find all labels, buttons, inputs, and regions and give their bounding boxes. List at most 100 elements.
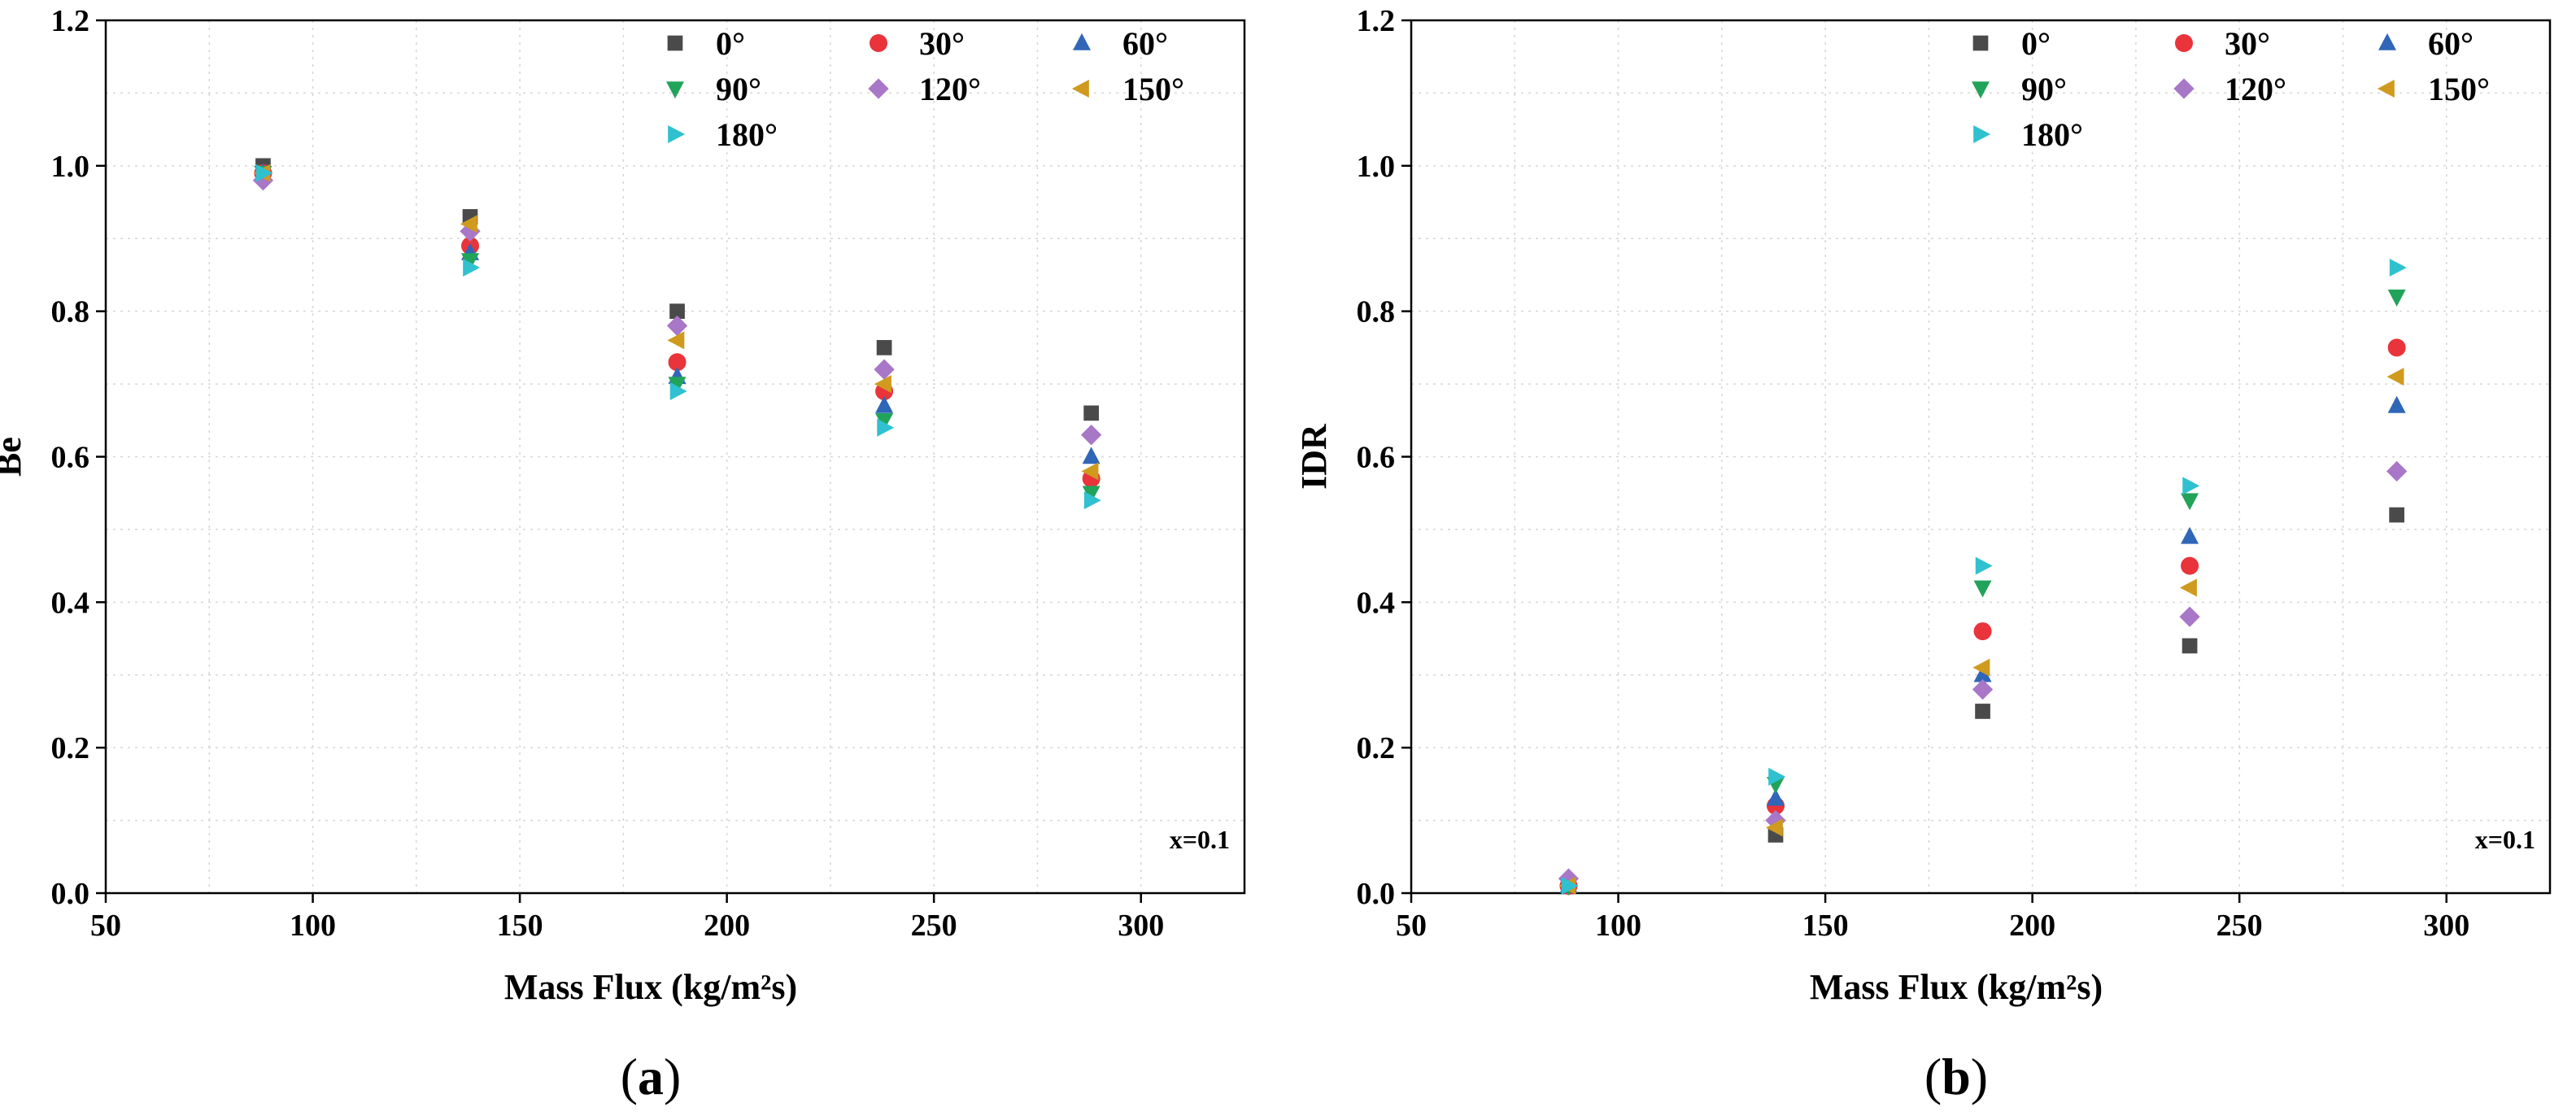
data-point-120deg bbox=[1080, 425, 1102, 446]
square-icon bbox=[667, 35, 683, 51]
legend-item-60deg: 60° bbox=[2378, 25, 2474, 62]
panel-letter: b bbox=[1942, 1048, 1971, 1105]
legend-label: 60° bbox=[1122, 25, 1168, 62]
legend-label: 60° bbox=[2428, 25, 2474, 62]
chart-panel-a: 50 100 150 200 250 300 0.0 0.2 0.4 0.6 0.8 1.0 1.2 Ma… bbox=[0, 4, 1246, 1007]
data-point-0deg bbox=[1083, 405, 1099, 421]
data-point-180deg bbox=[255, 163, 273, 182]
data-point-60deg bbox=[2181, 526, 2199, 544]
legend-item-0deg: 0° bbox=[667, 25, 745, 62]
data-point-150deg bbox=[1765, 818, 1783, 837]
legend-label: 150° bbox=[1122, 71, 1184, 107]
x-tick-label: 200 bbox=[2009, 909, 2055, 943]
x-axis-title: Mass Flux (kg/m²s) bbox=[504, 967, 797, 1007]
data-point-120deg bbox=[2179, 606, 2200, 627]
legend: 0° 30° 60° 90° 120° 150° 180° bbox=[1972, 25, 2490, 153]
x-tick-label: 50 bbox=[1396, 909, 1427, 943]
circle-icon bbox=[2175, 34, 2193, 52]
legend-label: 30° bbox=[2225, 25, 2270, 62]
legend-label: 0° bbox=[2021, 25, 2051, 62]
legend-item-180deg: 180° bbox=[1973, 116, 2083, 153]
data-point-120deg bbox=[1972, 678, 1994, 700]
legend-item-0deg: 0° bbox=[1972, 25, 2051, 62]
triangle-up-icon bbox=[1073, 33, 1091, 50]
data-point-90deg bbox=[668, 377, 686, 395]
data-point-150deg bbox=[874, 375, 891, 394]
triangle-right-icon bbox=[1973, 125, 1991, 143]
y-tick-label: 0.6 bbox=[51, 441, 90, 475]
data-point-120deg bbox=[666, 315, 688, 337]
legend-item-150deg: 150° bbox=[2377, 71, 2490, 107]
legend-item-60deg: 60° bbox=[1073, 25, 1168, 62]
legend-item-120deg: 120° bbox=[868, 71, 981, 107]
data-point-30deg bbox=[2387, 338, 2406, 357]
data-point-150deg bbox=[460, 215, 477, 233]
legend: 0° 30° 60° 90° 120° 150° 180° bbox=[666, 25, 1184, 153]
legend-item-180deg: 180° bbox=[668, 116, 778, 153]
data-point-150deg bbox=[2179, 578, 2197, 597]
legend-item-150deg: 150° bbox=[1071, 71, 1184, 107]
data-point-120deg bbox=[2386, 460, 2408, 482]
data-point-150deg bbox=[2386, 368, 2404, 386]
square-icon bbox=[1972, 35, 1989, 51]
y-axis-title: Be bbox=[0, 437, 28, 477]
data-point-90deg bbox=[461, 253, 479, 271]
y-tick-label: 0.2 bbox=[1357, 731, 1396, 765]
data-point-150deg bbox=[1972, 658, 1990, 677]
legend-item-120deg: 120° bbox=[2173, 71, 2286, 107]
data-point-60deg bbox=[875, 395, 894, 413]
y-tick-label: 0.4 bbox=[51, 586, 90, 620]
data-point-0deg bbox=[2389, 507, 2404, 523]
triangle-down-icon bbox=[1972, 81, 1990, 99]
y-tick-label: 1.2 bbox=[51, 4, 90, 38]
data-point-30deg bbox=[2181, 556, 2199, 575]
data-point-180deg bbox=[1083, 491, 1101, 510]
x-tick-label: 100 bbox=[290, 909, 336, 943]
annotation-label: x=0.1 bbox=[2475, 825, 2535, 854]
data-point-150deg bbox=[1081, 462, 1099, 481]
y-tick-label: 1.0 bbox=[51, 150, 90, 184]
data-point-60deg bbox=[2387, 395, 2406, 413]
series-90deg bbox=[1559, 289, 2406, 896]
data-point-90deg bbox=[2181, 493, 2199, 511]
y-tick-label: 0.6 bbox=[1357, 441, 1396, 475]
data-point-90deg bbox=[2387, 289, 2406, 307]
triangle-left-icon bbox=[1071, 80, 1089, 98]
data-point-180deg bbox=[1975, 556, 1993, 575]
diamond-icon bbox=[868, 78, 889, 99]
annotation-label: x=0.1 bbox=[1170, 825, 1230, 854]
panel-label: (b) bbox=[1924, 1048, 1988, 1105]
legend-label: 0° bbox=[716, 25, 745, 62]
panel-letter: a bbox=[638, 1048, 664, 1105]
y-tick-label: 0.2 bbox=[51, 731, 90, 765]
data-point-180deg bbox=[877, 418, 895, 437]
circle-icon bbox=[870, 34, 887, 52]
y-axis-title: IDR bbox=[1294, 423, 1334, 490]
legend-item-30deg: 30° bbox=[2175, 25, 2270, 62]
triangle-left-icon bbox=[2377, 80, 2395, 98]
series-180deg bbox=[255, 163, 1101, 510]
x-tick-label: 250 bbox=[2216, 909, 2263, 943]
x-tick-label: 150 bbox=[1802, 909, 1849, 943]
x-tick-label: 150 bbox=[497, 909, 543, 943]
y-tick-label: 1.0 bbox=[1357, 150, 1396, 184]
data-point-90deg bbox=[1973, 580, 1992, 598]
data-point-180deg bbox=[2389, 259, 2407, 277]
data-point-30deg bbox=[668, 353, 686, 372]
legend-label: 30° bbox=[919, 25, 965, 62]
x-tick-label: 300 bbox=[2423, 909, 2469, 943]
legend-label: 90° bbox=[716, 71, 761, 107]
gridlines bbox=[106, 20, 1244, 893]
y-tick-label: 0.8 bbox=[51, 295, 90, 329]
series-180deg bbox=[1561, 259, 2407, 896]
y-tick-label: 0.0 bbox=[1357, 877, 1396, 911]
legend-label: 120° bbox=[2225, 71, 2286, 107]
data-point-90deg bbox=[875, 412, 894, 430]
y-tick-label: 1.2 bbox=[1357, 4, 1396, 38]
gridlines bbox=[1411, 20, 2550, 893]
x-tick-label: 200 bbox=[704, 909, 750, 943]
data-point-60deg bbox=[1767, 788, 1785, 806]
legend-label: 120° bbox=[919, 71, 981, 107]
legend-label: 180° bbox=[2021, 116, 2083, 153]
